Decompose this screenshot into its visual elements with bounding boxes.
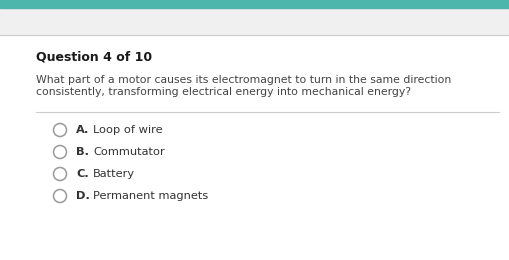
Circle shape: [53, 124, 67, 136]
Text: Permanent magnets: Permanent magnets: [93, 191, 208, 201]
Text: D.: D.: [76, 191, 90, 201]
Text: consistently, transforming electrical energy into mechanical energy?: consistently, transforming electrical en…: [36, 87, 411, 97]
Text: What part of a motor causes its electromagnet to turn in the same direction: What part of a motor causes its electrom…: [36, 75, 451, 85]
Text: Commutator: Commutator: [93, 147, 165, 157]
Circle shape: [53, 190, 67, 203]
Text: Battery: Battery: [93, 169, 135, 179]
Text: C.: C.: [76, 169, 89, 179]
Text: Loop of wire: Loop of wire: [93, 125, 162, 135]
Circle shape: [53, 146, 67, 159]
Text: Question 4 of 10: Question 4 of 10: [36, 50, 152, 63]
Circle shape: [53, 167, 67, 180]
Text: B.: B.: [76, 147, 89, 157]
Text: 4.2.2  Quiz:: 4.2.2 Quiz:: [27, 16, 100, 26]
Text: Electromagnetism: Electromagnetism: [79, 16, 190, 26]
Text: A.: A.: [76, 125, 90, 135]
